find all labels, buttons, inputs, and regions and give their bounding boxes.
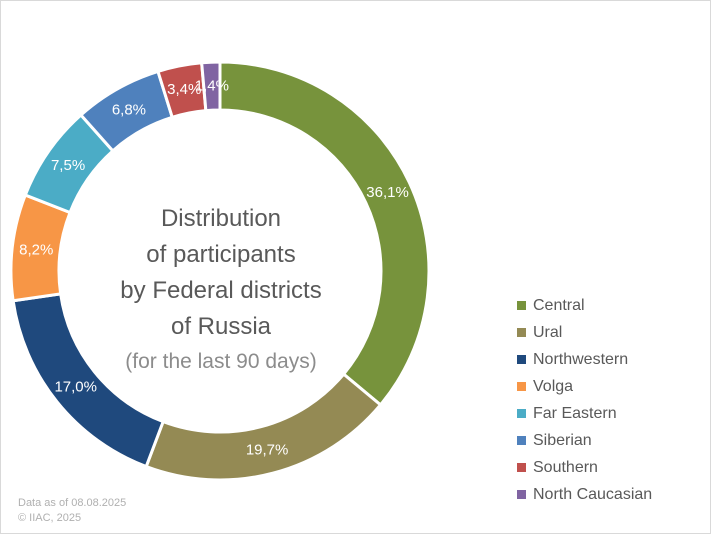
legend-label-far-eastern: Far Eastern	[533, 404, 617, 422]
data-label-volga: 8,2%	[19, 241, 53, 258]
chart-title-line-3: by Federal districts	[120, 277, 322, 304]
slice-ural	[144, 372, 383, 482]
legend-label-ural: Ural	[533, 323, 563, 341]
legend-swatch-central	[517, 301, 526, 310]
legend-item-north-caucasian: North Caucasian	[517, 481, 707, 508]
legend-swatch-southern	[517, 463, 526, 472]
chart-subtitle: (for the last 90 days)	[125, 350, 317, 373]
slice-north-caucasian	[200, 60, 222, 113]
legend-label-northwestern: Northwestern	[533, 350, 629, 368]
chart-title-line-2: of participants	[146, 241, 296, 268]
chart-title-line-1: Distribution	[160, 205, 282, 232]
data-label-north-caucasian: 1,4%	[195, 78, 229, 95]
legend-item-northwestern: Northwestern	[517, 346, 707, 373]
data-label-ural: 19,7%	[246, 441, 289, 458]
legend: Central Ural Northwestern Volga Far East…	[517, 292, 707, 508]
legend-label-central: Central	[533, 296, 585, 314]
chart-title-line-4: of Russia	[170, 313, 272, 340]
legend-item-central: Central	[517, 292, 707, 319]
legend-swatch-volga	[517, 382, 526, 391]
data-label-central: 36,1%	[366, 184, 409, 201]
legend-swatch-north-caucasian	[517, 490, 526, 499]
chart-title: Distribution of participants by Federal …	[71, 201, 371, 345]
legend-swatch-ural	[517, 328, 526, 337]
legend-item-volga: Volga	[517, 373, 707, 400]
copyright-note: © IIAC, 2025	[18, 512, 82, 524]
data-label-far-eastern: 7,5%	[51, 157, 85, 174]
data-label-siberian: 6,8%	[112, 101, 146, 118]
legend-item-southern: Southern	[517, 454, 707, 481]
data-label-southern: 3,4%	[167, 81, 201, 98]
legend-label-southern: Southern	[533, 458, 598, 476]
legend-label-siberian: Siberian	[533, 431, 592, 449]
footer: Data as of 08.08.2025 © IIAC, 2025	[18, 496, 126, 526]
legend-item-far-eastern: Far Eastern	[517, 400, 707, 427]
data-date-note: Data as of 08.08.2025	[18, 497, 127, 509]
data-label-northwestern: 17,0%	[54, 378, 97, 395]
legend-label-volga: Volga	[533, 377, 574, 395]
legend-swatch-northwestern	[517, 355, 526, 364]
legend-swatch-siberian	[517, 436, 526, 445]
legend-item-siberian: Siberian	[517, 427, 707, 454]
legend-item-ural: Ural	[517, 319, 707, 346]
legend-label-north-caucasian: North Caucasian	[533, 485, 653, 503]
slice-central	[218, 60, 431, 407]
legend-swatch-far-eastern	[517, 409, 526, 418]
